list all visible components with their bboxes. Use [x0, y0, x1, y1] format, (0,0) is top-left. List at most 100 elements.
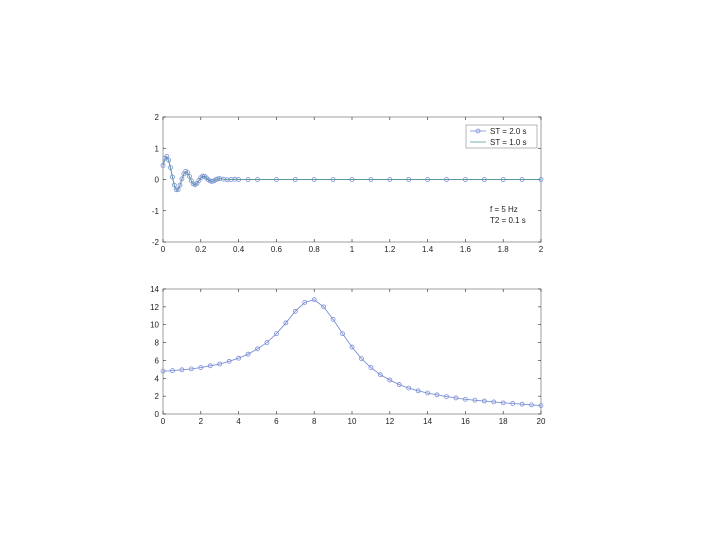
data-point: [185, 170, 190, 176]
data-point: [217, 361, 223, 367]
x-tick-label: 1.4: [422, 245, 434, 254]
data-point: [160, 368, 166, 374]
series-line-1: [162, 299, 542, 406]
data-point: [164, 153, 170, 159]
legend-entry-2: ST = 1.0 s: [470, 138, 527, 147]
y-tick-label: 0: [155, 410, 160, 419]
y-tick-label: 12: [150, 303, 159, 312]
data-point: [273, 331, 279, 337]
data-point: [200, 173, 206, 179]
annotation-frequency: f = 5 Hz: [490, 205, 518, 214]
y-tick-label: 2: [155, 392, 160, 401]
x-tick-label: 10: [348, 417, 357, 426]
data-point: [529, 402, 534, 408]
x-tick-label: 20: [537, 417, 546, 426]
data-point: [387, 377, 393, 383]
y-tick-label: 8: [155, 339, 160, 348]
x-tick-label: 0.4: [233, 245, 245, 254]
data-point: [377, 372, 383, 378]
data-point: [491, 399, 497, 405]
y-tick-label: 0: [155, 176, 160, 185]
x-tick-label: 16: [461, 417, 470, 426]
series-group: [160, 297, 544, 408]
x-tick-label: 1.6: [460, 245, 472, 254]
x-axis: 0 0.2 0.4 0.6 0.8 1 1.2 1.4 1.6 1.8 2: [161, 117, 544, 254]
x-tick-label: 1.8: [498, 245, 510, 254]
y-tick-label: 6: [155, 356, 160, 365]
data-point: [434, 392, 440, 398]
x-tick-label: 8: [312, 417, 317, 426]
data-point: [444, 394, 449, 399]
x-tick-label: 1.2: [384, 245, 396, 254]
data-point: [406, 385, 412, 391]
x-tick-label: 0.2: [195, 245, 207, 254]
data-point: [170, 368, 175, 374]
annotation-t2: T2 = 0.1 s: [490, 216, 526, 225]
data-point: [226, 358, 232, 364]
x-tick-label: 2: [539, 245, 544, 254]
data-point: [302, 299, 308, 305]
y-tick-label: -1: [152, 207, 160, 216]
data-point: [245, 351, 251, 357]
y-tick-label: 4: [155, 374, 160, 383]
data-point: [160, 163, 166, 168]
legend: ST = 2.0 s ST = 1.0 s: [465, 124, 538, 149]
data-point: [396, 382, 402, 387]
data-point: [236, 355, 242, 361]
x-tick-label: 6: [274, 417, 279, 426]
data-point: [171, 182, 177, 188]
x-tick-label: 1: [350, 245, 355, 254]
data-point: [510, 401, 516, 406]
series-line-2: [162, 156, 541, 191]
data-point: [188, 366, 194, 372]
x-tick-label: 0: [161, 417, 166, 426]
data-point: [538, 403, 544, 408]
data-point: [368, 365, 374, 370]
x-tick-label: 2: [199, 417, 204, 426]
y-tick-label: 2: [155, 113, 160, 122]
chart-frequency-response: 0 2 4 6 8 10 12 14 16 18 20 0 2 4 6 8 10 12 14: [150, 285, 546, 426]
data-point: [472, 397, 478, 403]
data-point: [453, 395, 459, 401]
x-tick-label: 4: [236, 417, 241, 426]
data-point: [462, 396, 468, 402]
legend-entry-1: ST = 2.0 s: [470, 127, 527, 136]
data-point: [187, 173, 192, 179]
data-point: [264, 340, 270, 345]
data-point: [330, 316, 336, 322]
plot-frame: [162, 288, 542, 415]
y-axis: 0 2 4 6 8 10 12 14: [150, 285, 541, 419]
data-point: [311, 297, 317, 303]
x-tick-label: 14: [423, 417, 432, 426]
data-point: [519, 401, 525, 407]
data-point: [321, 304, 327, 310]
data-point: [198, 365, 204, 370]
chart-time-response: 0 0.2 0.4 0.6 0.8 1 1.2 1.4 1.6 1.8 2 -2 -1 0 1 2 ST =…: [152, 113, 544, 254]
data-point: [359, 356, 364, 362]
data-point: [179, 176, 185, 182]
data-point: [177, 182, 183, 188]
legend-label-2: ST = 1.0 s: [490, 138, 527, 147]
data-point: [349, 344, 355, 350]
x-tick-label: 0.8: [309, 245, 321, 254]
legend-label-1: ST = 2.0 s: [490, 127, 527, 136]
y-tick-label: 10: [150, 321, 159, 330]
x-tick-label: 0.6: [271, 245, 283, 254]
data-point: [207, 363, 213, 369]
data-point: [481, 398, 487, 404]
data-point: [283, 320, 289, 326]
data-point: [340, 331, 345, 337]
y-axis: -2 -1 0 1 2: [152, 113, 541, 247]
x-tick-label: 0: [161, 245, 166, 254]
data-point: [415, 388, 421, 394]
data-point: [255, 346, 260, 352]
data-point: [500, 400, 506, 406]
y-tick-label: 14: [150, 285, 159, 294]
y-tick-label: 1: [155, 144, 160, 153]
annotation-block: f = 5 Hz T2 = 0.1 s: [490, 205, 526, 225]
y-tick-label: -2: [152, 238, 160, 247]
x-axis: 0 2 4 6 8 10 12 14 16 18 20: [161, 289, 546, 426]
data-point: [179, 367, 185, 373]
x-tick-label: 18: [499, 417, 508, 426]
